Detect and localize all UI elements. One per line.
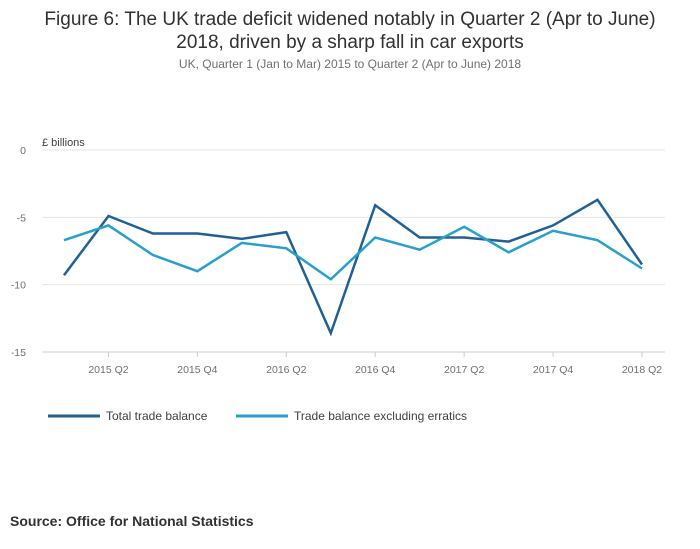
x-tick-label: 2015 Q4: [177, 364, 217, 376]
series-line-excluding-erratics: [63, 224, 643, 281]
x-tick-label: 2016 Q2: [266, 364, 306, 376]
x-tick-label: 2015 Q2: [88, 364, 128, 376]
y-axis-label: £ billions: [42, 137, 85, 149]
legend-label: Trade balance excluding erratics: [294, 409, 467, 423]
line-chart: 0 -5 -10 -15 2015 Q2 2015 Q4 2016 Q2 2016 Q4 201…: [11, 137, 665, 423]
y-tick-label: -10: [11, 280, 26, 292]
y-tick-label: -15: [11, 347, 26, 359]
y-tick-label: -5: [17, 212, 26, 224]
y-tick-label: 0: [20, 145, 26, 157]
source-note: Source: Office for National Statistics: [10, 513, 254, 529]
chart-title-line2: 2018, driven by a sharp fall in car expo…: [176, 32, 524, 53]
x-tick-label: 2016 Q4: [355, 364, 395, 376]
chart-subtitle: UK, Quarter 1 (Jan to Mar) 2015 to Quart…: [178, 57, 522, 71]
x-tick-label: 2017 Q4: [533, 364, 573, 376]
x-tick-label: 2017 Q2: [444, 364, 484, 376]
legend-label: Total trade balance: [106, 409, 208, 423]
series-line-total: [63, 198, 644, 337]
chart-title-line1: Figure 6: The UK trade deficit widened n…: [44, 9, 656, 30]
x-tick-label: 2018 Q2: [622, 364, 662, 376]
chart-title: Figure 6: The UK trade deficit widened n…: [0, 8, 700, 54]
